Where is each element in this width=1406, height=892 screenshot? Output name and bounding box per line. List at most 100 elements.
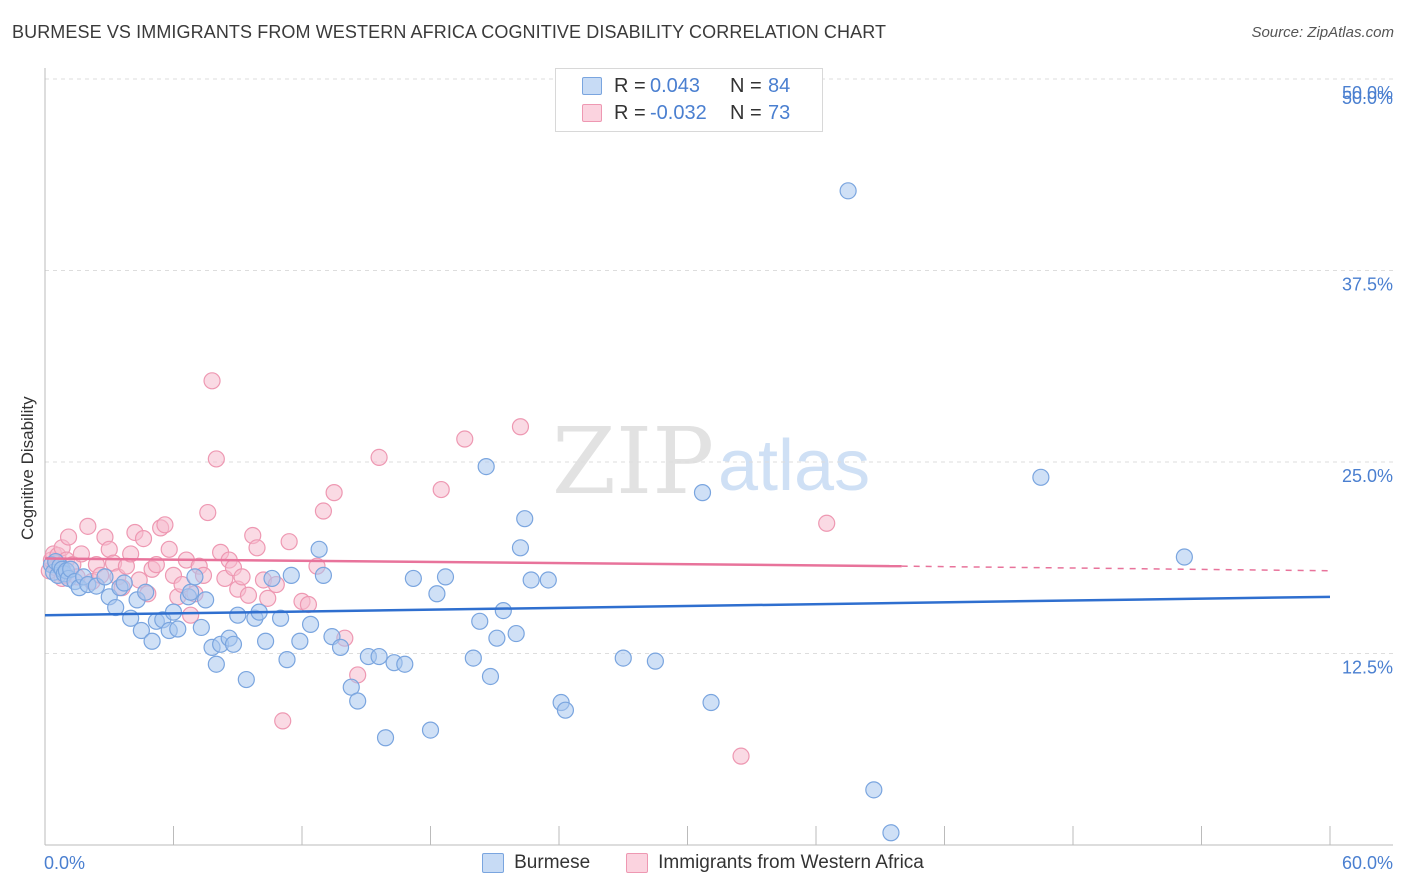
x-tick-label: 0.0% xyxy=(44,853,85,873)
data-point-burmese xyxy=(477,457,495,476)
data-point-burmese xyxy=(182,583,200,601)
data-point-burmese xyxy=(539,571,557,589)
data-point-burmese xyxy=(646,652,664,670)
data-point-western-africa xyxy=(79,517,97,535)
data-point-western-africa xyxy=(160,540,178,558)
data-point-western-africa xyxy=(207,450,225,468)
data-point-burmese xyxy=(197,591,215,609)
data-point-burmese xyxy=(693,484,712,502)
data-point-western-africa xyxy=(199,503,217,522)
data-point-burmese xyxy=(271,609,290,627)
data-point-burmese xyxy=(464,649,482,667)
y-tick-label: 37.5% xyxy=(1342,275,1393,295)
data-point-burmese xyxy=(404,569,422,588)
chart-title: BURMESE VS IMMIGRANTS FROM WESTERN AFRIC… xyxy=(12,22,887,42)
data-point-western-africa xyxy=(511,418,530,436)
data-point-burmese xyxy=(237,670,255,689)
correlation-legend: R = 0.043 N = 84 R = -0.032 N = 73 xyxy=(555,68,823,132)
data-point-burmese xyxy=(207,655,225,673)
legend-n-label: N = xyxy=(730,101,762,124)
data-point-western-africa xyxy=(456,430,474,448)
data-point-burmese xyxy=(376,729,395,747)
data-point-burmese xyxy=(137,583,155,601)
data-point-burmese xyxy=(1175,548,1193,566)
axes xyxy=(44,68,1393,846)
data-point-burmese xyxy=(396,655,414,673)
data-point-burmese xyxy=(556,701,575,719)
data-point-burmese xyxy=(342,678,360,696)
legend-r-label: R = xyxy=(614,101,646,124)
data-point-burmese xyxy=(224,635,243,653)
legend-n-value-western-africa: 73 xyxy=(768,101,791,124)
data-point-burmese xyxy=(282,566,300,584)
watermark-atlas: atlas xyxy=(718,426,870,506)
legend-row-western-africa: R = -0.032 N = 73 xyxy=(582,101,790,125)
legend-swatch-burmese xyxy=(582,77,602,95)
data-point-western-africa xyxy=(299,595,318,614)
data-point-burmese xyxy=(263,569,281,588)
legend-item-western-africa[interactable]: Immigrants from Western Africa xyxy=(626,852,924,874)
x-tick-label: 60.0% xyxy=(1342,853,1393,873)
data-point-burmese xyxy=(511,539,530,557)
trend-line-western-africa-extension xyxy=(901,565,1331,572)
data-point-burmese xyxy=(481,667,500,686)
data-point-burmese xyxy=(132,621,150,640)
legend-item-burmese[interactable]: Burmese xyxy=(482,852,590,874)
grid-lines xyxy=(45,78,1393,654)
data-point-western-africa xyxy=(156,516,174,534)
data-point-western-africa xyxy=(432,480,450,499)
data-point-western-africa xyxy=(182,606,200,624)
data-point-burmese xyxy=(421,721,440,739)
data-point-burmese xyxy=(702,693,720,712)
data-point-burmese xyxy=(310,540,328,558)
data-point-western-africa xyxy=(274,712,292,730)
data-point-burmese xyxy=(428,585,446,603)
legend-r-value-western-africa: -0.032 xyxy=(650,101,707,124)
data-point-burmese xyxy=(143,632,161,650)
legend-n-label: N = xyxy=(730,74,762,97)
data-point-western-africa xyxy=(122,545,140,563)
data-point-western-africa xyxy=(818,514,836,532)
data-point-western-africa xyxy=(732,747,750,765)
trend-lines xyxy=(44,557,1331,617)
data-point-burmese xyxy=(370,647,388,666)
data-point-burmese xyxy=(865,781,883,799)
data-point-western-africa xyxy=(239,586,258,604)
data-point-burmese xyxy=(614,649,632,667)
data-point-western-africa xyxy=(259,589,277,607)
data-point-burmese xyxy=(494,602,512,620)
legend-row-burmese: R = 0.043 N = 84 xyxy=(582,74,790,98)
y-tick-label: 50.0% xyxy=(1342,88,1393,108)
data-point-burmese xyxy=(314,566,333,584)
data-point-western-africa xyxy=(233,568,251,586)
legend-label-western-africa: Immigrants from Western Africa xyxy=(658,852,924,873)
data-point-burmese xyxy=(1032,468,1050,486)
data-point-western-africa xyxy=(280,533,298,551)
data-point-burmese xyxy=(278,651,296,669)
data-point-burmese xyxy=(507,624,525,643)
data-point-burmese xyxy=(115,574,133,592)
legend-swatch-western-africa xyxy=(582,104,602,122)
series-legend: Burmese Immigrants from Western Africa xyxy=(0,852,1406,874)
data-point-western-africa xyxy=(203,372,221,390)
data-point-burmese xyxy=(169,620,187,638)
data-point-burmese xyxy=(96,568,114,586)
legend-swatch-burmese xyxy=(482,853,505,873)
data-point-burmese xyxy=(349,692,367,710)
points-burmese xyxy=(42,182,1193,842)
data-point-burmese xyxy=(331,638,350,656)
legend-swatch-western-africa xyxy=(626,853,649,873)
data-point-burmese xyxy=(291,632,309,650)
data-point-burmese xyxy=(488,629,506,647)
data-point-burmese xyxy=(436,568,455,586)
tick-labels: 12.5% 25.0% 37.5% 50.0%50.0% 0.0% 60.0% xyxy=(44,83,1393,873)
data-point-burmese xyxy=(471,612,489,630)
data-point-western-africa xyxy=(134,529,153,548)
data-point-burmese xyxy=(522,571,540,589)
data-point-burmese xyxy=(301,615,320,633)
data-point-burmese xyxy=(516,510,534,528)
y-tick-label: 25.0% xyxy=(1342,466,1393,486)
legend-label-burmese: Burmese xyxy=(514,852,591,873)
data-point-western-africa xyxy=(325,484,343,502)
data-point-burmese xyxy=(882,824,900,842)
